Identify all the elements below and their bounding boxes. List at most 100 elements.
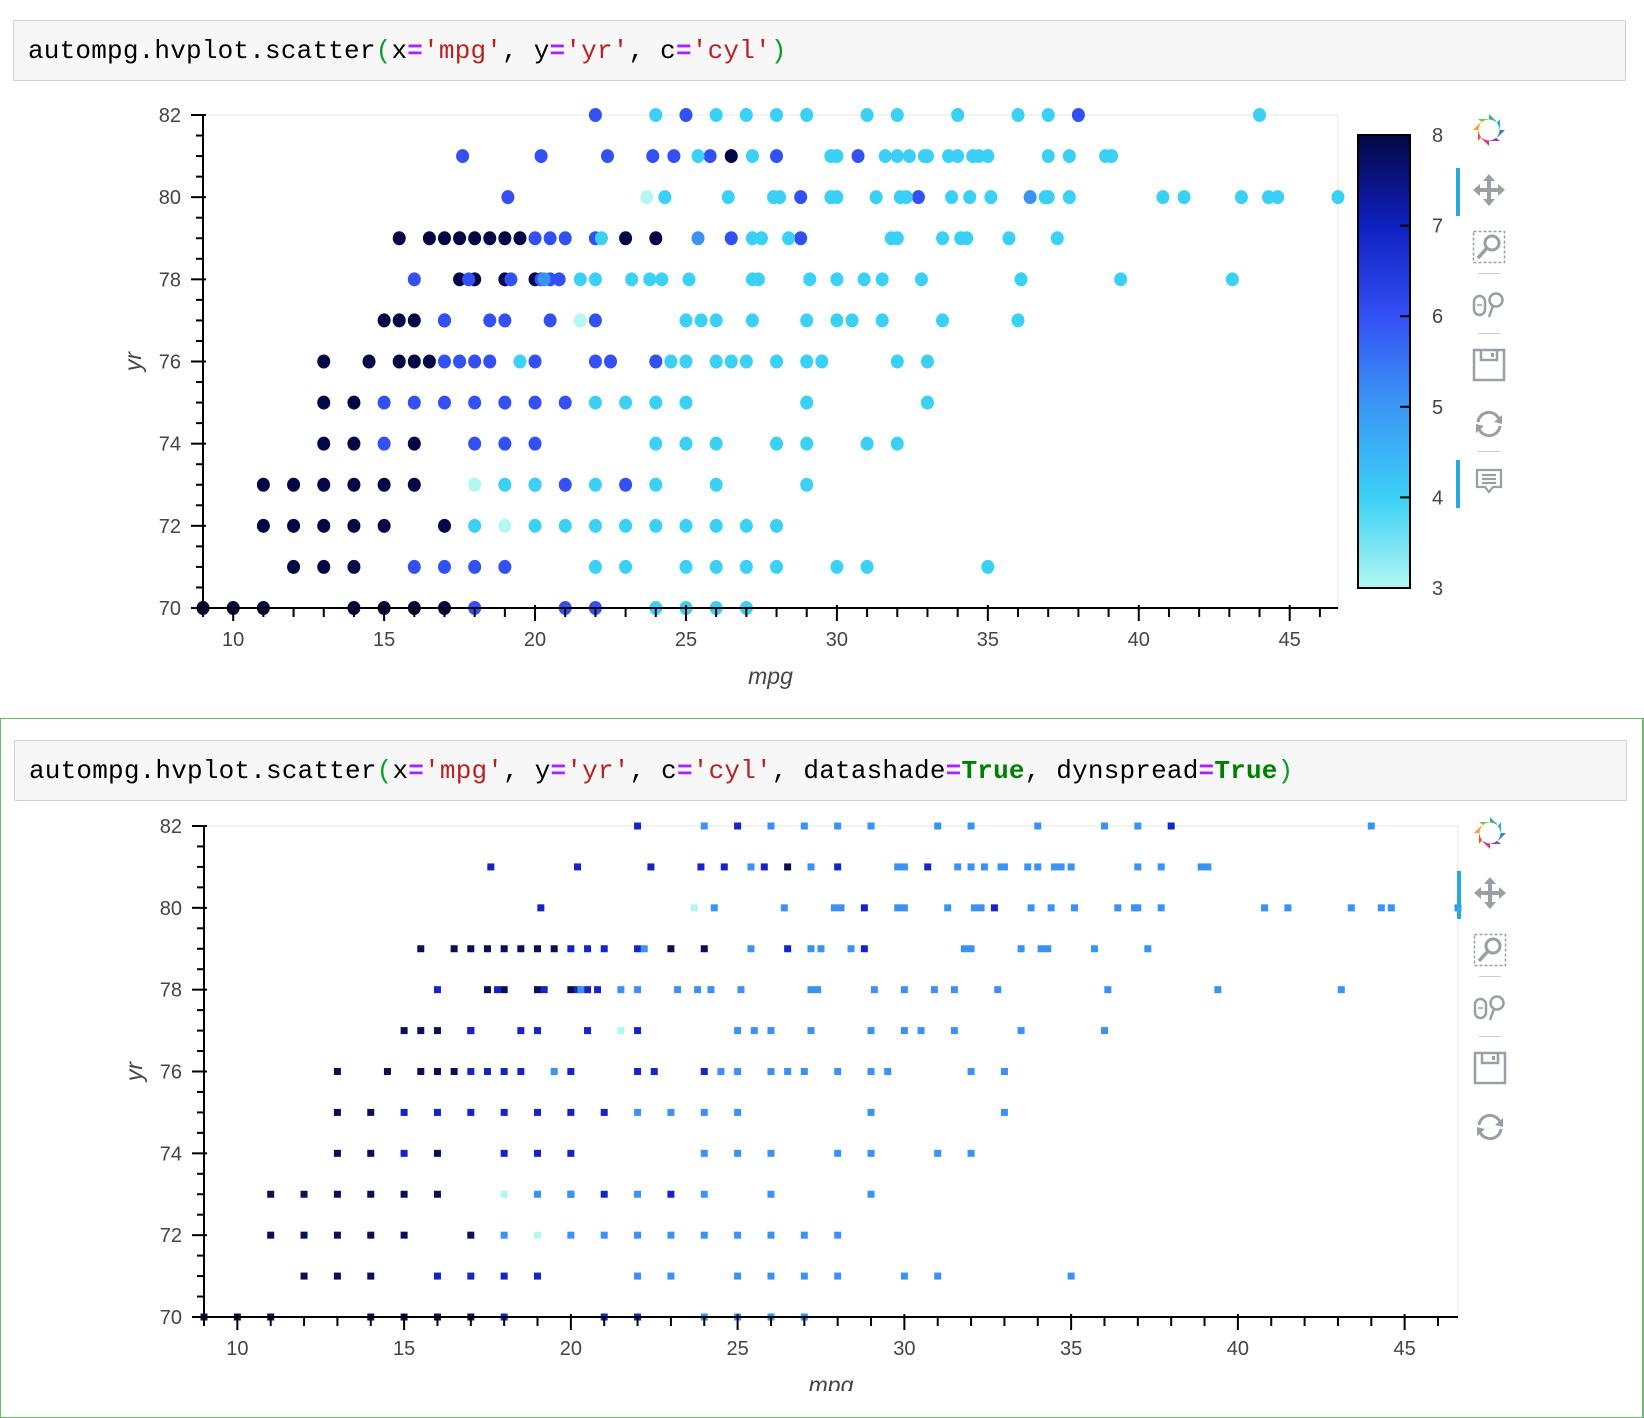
data-point[interactable]: [437, 395, 451, 410]
data-point[interactable]: [770, 108, 784, 122]
data-point[interactable]: [528, 518, 542, 533]
data-point[interactable]: [745, 231, 759, 246]
data-point[interactable]: [407, 272, 421, 287]
data-point[interactable]: [643, 272, 657, 287]
data-point[interactable]: [649, 518, 663, 533]
data-point[interactable]: [468, 518, 482, 533]
data-point[interactable]: [981, 559, 995, 574]
data-point[interactable]: [860, 108, 874, 122]
data-point[interactable]: [800, 108, 814, 122]
data-point[interactable]: [1156, 190, 1170, 205]
data-point[interactable]: [468, 477, 482, 492]
data-point[interactable]: [528, 436, 542, 451]
data-point[interactable]: [1041, 149, 1055, 164]
data-point[interactable]: [558, 518, 572, 533]
data-point[interactable]: [1262, 190, 1276, 205]
data-point[interactable]: [422, 231, 436, 246]
notebook-cell-2[interactable]: autompg.hvplot.scatter(x='mpg', y='yr', …: [0, 718, 1644, 1418]
data-point[interactable]: [573, 313, 587, 328]
pan-tool-button[interactable]: [1456, 168, 1514, 216]
data-point[interactable]: [1271, 190, 1285, 205]
save-tool-button[interactable]: [1465, 1046, 1515, 1094]
data-point[interactable]: [1331, 190, 1345, 205]
data-point[interactable]: [468, 436, 482, 451]
data-point[interactable]: [483, 313, 497, 328]
data-point[interactable]: [287, 477, 301, 492]
data-point[interactable]: [830, 190, 844, 205]
data-point[interactable]: [437, 313, 451, 328]
data-point[interactable]: [899, 190, 913, 205]
data-point[interactable]: [483, 231, 497, 246]
data-point[interactable]: [920, 354, 934, 369]
data-point[interactable]: [1014, 272, 1028, 287]
data-point[interactable]: [803, 272, 817, 287]
data-point[interactable]: [649, 395, 663, 410]
data-point[interactable]: [751, 272, 765, 287]
data-point[interactable]: [739, 559, 753, 574]
code-input-area[interactable]: autompg.hvplot.scatter(x='mpg', y='yr', …: [14, 740, 1627, 801]
data-point[interactable]: [1253, 108, 1267, 122]
data-point[interactable]: [558, 477, 572, 492]
data-point[interactable]: [347, 395, 361, 410]
data-point[interactable]: [513, 354, 527, 369]
data-point[interactable]: [498, 231, 512, 246]
data-point[interactable]: [619, 477, 633, 492]
data-point[interactable]: [878, 149, 892, 164]
data-point[interactable]: [972, 149, 986, 164]
data-point[interactable]: [588, 354, 602, 369]
data-point[interactable]: [800, 354, 814, 369]
save-tool-button[interactable]: [1464, 343, 1514, 391]
data-point[interactable]: [667, 149, 681, 164]
data-point[interactable]: [694, 313, 708, 328]
data-point[interactable]: [619, 231, 633, 246]
data-point[interactable]: [709, 108, 723, 122]
data-point[interactable]: [682, 272, 696, 287]
data-point[interactable]: [800, 395, 814, 410]
datashaded-scatter-plot[interactable]: 70 72 74 76 78 80 82 yr 10 15 20 25 30 35 40 45 mpg: [1, 791, 1644, 1391]
data-point[interactable]: [664, 354, 678, 369]
data-point[interactable]: [800, 436, 814, 451]
data-point[interactable]: [649, 354, 663, 369]
data-point[interactable]: [604, 354, 618, 369]
data-point[interactable]: [890, 149, 904, 164]
data-point[interactable]: [1011, 108, 1025, 122]
data-point[interactable]: [317, 559, 331, 574]
data-point[interactable]: [498, 395, 512, 410]
data-point[interactable]: [830, 559, 844, 574]
data-point[interactable]: [679, 518, 693, 533]
data-point[interactable]: [890, 108, 904, 122]
data-point[interactable]: [588, 313, 602, 328]
data-point[interactable]: [256, 477, 270, 492]
data-point[interactable]: [528, 477, 542, 492]
data-point[interactable]: [588, 108, 602, 122]
wheel-zoom-tool-button[interactable]: [1464, 283, 1514, 331]
data-point[interactable]: [588, 518, 602, 533]
data-point[interactable]: [287, 518, 301, 533]
data-point[interactable]: [745, 313, 759, 328]
data-point[interactable]: [770, 436, 784, 451]
data-point[interactable]: [709, 354, 723, 369]
data-point[interactable]: [646, 149, 660, 164]
data-point[interactable]: [951, 149, 965, 164]
data-point[interactable]: [498, 436, 512, 451]
data-point[interactable]: [407, 354, 421, 369]
data-point[interactable]: [936, 313, 950, 328]
data-point[interactable]: [392, 231, 406, 246]
data-point[interactable]: [857, 272, 871, 287]
data-point[interactable]: [794, 231, 808, 246]
data-point[interactable]: [625, 272, 639, 287]
data-point[interactable]: [649, 108, 663, 122]
data-point[interactable]: [588, 477, 602, 492]
data-point[interactable]: [1011, 313, 1025, 328]
data-point[interactable]: [462, 272, 476, 287]
data-point[interactable]: [1062, 149, 1076, 164]
data-point[interactable]: [256, 518, 270, 533]
data-point[interactable]: [453, 354, 467, 369]
data-point[interactable]: [1041, 190, 1055, 205]
data-point[interactable]: [745, 149, 759, 164]
data-point[interactable]: [407, 559, 421, 574]
data-point[interactable]: [543, 313, 557, 328]
data-point[interactable]: [1114, 272, 1128, 287]
data-point[interactable]: [1234, 190, 1248, 205]
